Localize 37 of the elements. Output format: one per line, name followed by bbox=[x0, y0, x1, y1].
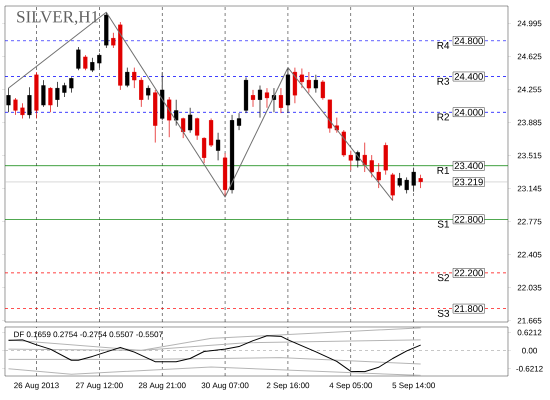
y-tick-label: 23.145 bbox=[518, 186, 542, 192]
ref-line-label: R3 bbox=[438, 78, 450, 85]
ref-line-label: S1 bbox=[438, 220, 450, 228]
x-tick-label: 30 Aug 07:00 bbox=[202, 382, 249, 390]
ref-line-label: S2 bbox=[438, 274, 450, 282]
y-tick-label: 22.405 bbox=[518, 252, 542, 258]
x-tick-label: 4 Sep 05:00 bbox=[329, 382, 372, 390]
x-tick-label: 26 Aug 2013 bbox=[14, 382, 59, 390]
y-tick-label: -0.6212 bbox=[516, 366, 543, 372]
annotation: 22.800 bbox=[454, 216, 483, 223]
x-tick-label: 2 Sep 16:00 bbox=[266, 382, 310, 390]
annotation: 23.219 bbox=[454, 178, 483, 186]
y-tick-label: 24.255 bbox=[518, 86, 542, 92]
ref-line-label: S3 bbox=[438, 310, 450, 317]
x-tick-label: 5 Sep 14:00 bbox=[392, 382, 435, 390]
ref-line-label: R1 bbox=[438, 166, 450, 174]
y-tick-label: 24.625 bbox=[518, 54, 542, 60]
annotation: 24.000 bbox=[454, 108, 483, 116]
annotation: 22.200 bbox=[454, 270, 483, 276]
y-tick-label: 24.995 bbox=[518, 20, 542, 26]
y-tick-label: 22.775 bbox=[518, 218, 542, 224]
annotation: 24.800 bbox=[454, 37, 483, 44]
y-tick-label: 0.00 bbox=[522, 348, 538, 354]
annotation: 21.800 bbox=[454, 305, 483, 312]
x-tick-label: 27 Aug 12:00 bbox=[76, 382, 123, 390]
ref-line-label: R2 bbox=[438, 113, 450, 120]
annotation: 24.400 bbox=[454, 73, 483, 80]
y-tick-label: 21.665 bbox=[518, 318, 542, 324]
y-tick-label: 23.515 bbox=[518, 152, 542, 158]
x-tick-label: 28 Aug 21:00 bbox=[138, 382, 186, 390]
y-tick-label: 23.885 bbox=[518, 120, 542, 126]
y-tick-label: 0.6212 bbox=[518, 330, 542, 336]
annotation: 23.400 bbox=[454, 162, 483, 170]
ref-line-label: R4 bbox=[438, 42, 450, 49]
y-tick-label: 22.035 bbox=[518, 284, 542, 290]
chart-title: DF 0.1659 0.2754 -0.2754 0.5507 -0.5507 bbox=[14, 332, 163, 338]
chart-title: SILVER,H1 bbox=[17, 11, 98, 25]
